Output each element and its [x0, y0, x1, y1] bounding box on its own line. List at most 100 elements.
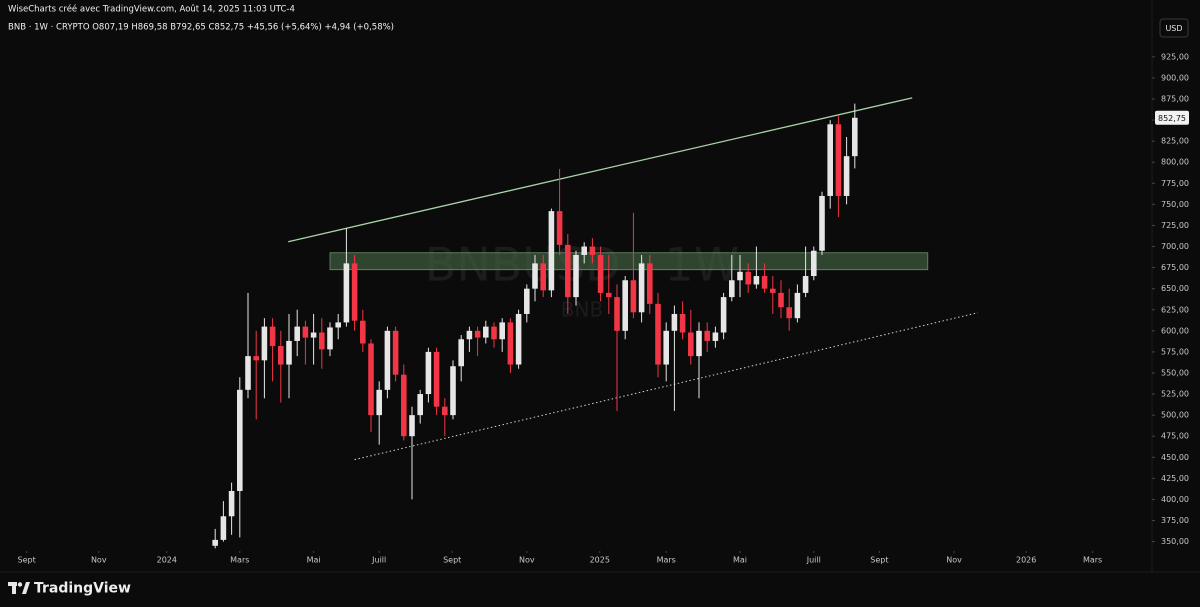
candle-body	[319, 332, 325, 350]
candle-body	[556, 211, 563, 245]
candle-body	[474, 330, 481, 338]
candle-body	[778, 292, 784, 308]
y-tick-label: 900,00	[1161, 73, 1189, 82]
candle-body	[228, 490, 235, 517]
candle-body	[835, 124, 842, 196]
x-tick-label: Sept	[17, 556, 35, 565]
candle-body	[458, 339, 464, 367]
x-tick-label: Nov	[946, 556, 962, 565]
y-tick-label: 600,00	[1161, 326, 1189, 335]
y-tick-label: 800,00	[1161, 158, 1189, 167]
candle-body	[376, 389, 382, 416]
candle-body	[384, 330, 391, 390]
x-tick-label: Sept	[443, 556, 461, 565]
y-tick-label: 775,00	[1161, 179, 1189, 188]
candle-body	[720, 297, 727, 333]
candle-body	[310, 332, 317, 338]
candle-body	[712, 332, 719, 341]
trend-line	[354, 312, 978, 461]
x-tick-label: Juill	[806, 556, 821, 565]
candle-body	[294, 326, 300, 341]
candle-body	[302, 326, 309, 338]
currency-button[interactable]	[1159, 18, 1189, 38]
x-tick-label: Nov	[519, 556, 535, 565]
symbol-legend: BNB · 1W · CRYPTO O807,19 H869,58 B792,6…	[8, 23, 394, 33]
candle-body	[499, 322, 505, 340]
candle-body	[597, 254, 604, 293]
x-tick-label: Juill	[371, 556, 386, 565]
y-tick-label: 750,00	[1161, 200, 1189, 209]
candle-body	[811, 250, 817, 277]
brand-logo	[8, 582, 30, 594]
candle-body	[442, 406, 448, 416]
y-tick-label: 725,00	[1161, 221, 1189, 230]
y-tick-label: 875,00	[1161, 95, 1189, 104]
candle-body	[843, 156, 850, 196]
candle-body	[343, 263, 350, 323]
candle-body	[278, 346, 284, 365]
x-tick-label: Mars	[230, 556, 249, 565]
x-tick-label: Mai	[307, 556, 321, 565]
last-price-label: 852,75	[1158, 114, 1186, 123]
candle-body	[737, 271, 743, 281]
logo-part	[12, 582, 16, 594]
y-tick-label: 375,00	[1161, 516, 1189, 525]
y-tick-label: 650,00	[1161, 284, 1189, 293]
candle-body	[401, 374, 407, 437]
candle-body	[647, 263, 653, 304]
x-tick-label: 2024	[157, 556, 177, 565]
candle-body	[269, 326, 276, 346]
y-tick-label: 525,00	[1161, 390, 1189, 399]
y-tick-label: 825,00	[1161, 137, 1189, 146]
candle-body	[638, 263, 645, 313]
candle-body	[253, 356, 259, 361]
candle-body	[802, 276, 809, 293]
last-price-tag	[1155, 110, 1189, 125]
x-tick-label: Sept	[870, 556, 888, 565]
candle-body	[491, 326, 497, 340]
candle-body	[425, 351, 432, 395]
candle-body	[573, 254, 579, 298]
brand: TradingView	[34, 581, 131, 597]
x-tick-label: 2026	[1016, 556, 1036, 565]
zone	[329, 252, 929, 271]
candle-body	[671, 313, 678, 331]
x-tick-label: Mars	[1083, 556, 1102, 565]
candle-body	[466, 330, 473, 340]
candle-body	[565, 244, 571, 298]
candle-body	[368, 343, 374, 416]
candle-body	[614, 297, 620, 331]
candle-body	[696, 330, 702, 357]
candle-body	[433, 351, 440, 407]
candle-body	[237, 389, 243, 491]
candle-body	[261, 326, 268, 361]
candle-body	[540, 263, 546, 291]
candle-body	[450, 366, 456, 416]
candle-body	[761, 276, 768, 289]
y-tick-label: 675,00	[1161, 263, 1189, 272]
candle-body	[827, 124, 833, 196]
candle-body	[327, 327, 333, 350]
chart-title: WiseCharts créé avec TradingView.com, Ao…	[8, 4, 295, 15]
currency-label[interactable]: USD	[1165, 24, 1182, 33]
y-tick-label: 350,00	[1161, 537, 1189, 546]
candle-body	[753, 276, 760, 285]
candle-body	[409, 415, 415, 437]
candle-body	[745, 271, 751, 285]
candle-body	[770, 288, 776, 293]
candle-body	[729, 280, 735, 298]
candle-body	[548, 211, 555, 291]
candle-body	[524, 288, 530, 314]
candle-body	[581, 246, 587, 255]
y-tick-label: 575,00	[1161, 347, 1189, 356]
watermark-sub: BNB	[561, 298, 603, 322]
candle-body	[679, 313, 686, 333]
y-tick-label: 500,00	[1161, 411, 1189, 420]
candle-body	[688, 332, 694, 357]
candle-body	[245, 356, 251, 390]
candle-body	[786, 307, 792, 319]
candle-body	[655, 303, 661, 365]
candle-body	[630, 280, 637, 313]
